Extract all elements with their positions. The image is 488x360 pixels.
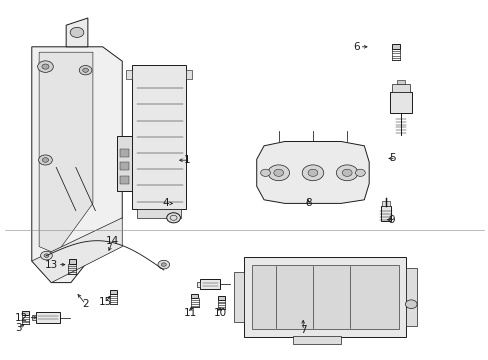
Circle shape (42, 158, 48, 162)
Circle shape (302, 165, 323, 181)
Bar (132, 65, 185, 209)
Bar (382, 201, 389, 206)
Text: 10: 10 (213, 308, 226, 318)
Bar (120, 176, 128, 184)
Bar (200, 279, 220, 289)
Circle shape (44, 254, 49, 257)
Polygon shape (32, 218, 122, 283)
Bar (251, 265, 398, 329)
Polygon shape (39, 52, 93, 254)
Polygon shape (22, 311, 29, 315)
Text: 2: 2 (82, 299, 89, 309)
Bar (196, 282, 200, 287)
Text: 1: 1 (183, 155, 190, 165)
Circle shape (273, 169, 283, 176)
Bar (292, 336, 341, 344)
Text: 13: 13 (44, 260, 58, 270)
Bar (233, 272, 244, 322)
Circle shape (161, 263, 166, 266)
Bar (405, 268, 416, 326)
Circle shape (307, 169, 317, 176)
Bar (32, 315, 36, 320)
Bar (185, 70, 191, 79)
Text: 8: 8 (304, 198, 311, 208)
Circle shape (42, 64, 49, 69)
Bar (396, 80, 404, 84)
Circle shape (267, 165, 289, 181)
Text: 9: 9 (387, 215, 394, 225)
Circle shape (355, 169, 365, 176)
Bar (117, 136, 132, 191)
Circle shape (336, 165, 357, 181)
Text: 6: 6 (352, 42, 359, 52)
Circle shape (70, 27, 84, 37)
Polygon shape (69, 259, 76, 264)
Text: 11: 11 (183, 308, 197, 318)
Polygon shape (391, 44, 399, 49)
Circle shape (158, 260, 169, 269)
Text: 14: 14 (105, 236, 119, 246)
Circle shape (41, 251, 52, 260)
Polygon shape (66, 18, 88, 47)
Bar (137, 209, 181, 218)
Circle shape (79, 66, 92, 75)
Bar (126, 70, 132, 79)
Bar (120, 149, 128, 157)
Circle shape (405, 300, 416, 309)
Circle shape (82, 68, 88, 72)
Text: 4: 4 (162, 198, 168, 208)
Bar (389, 92, 411, 113)
Text: 15: 15 (98, 297, 112, 307)
Text: 12: 12 (15, 312, 28, 323)
Polygon shape (32, 47, 122, 283)
Polygon shape (218, 296, 224, 300)
Bar (391, 84, 409, 92)
Circle shape (342, 169, 351, 176)
Polygon shape (256, 141, 368, 203)
Bar (381, 206, 390, 221)
Text: 3: 3 (15, 323, 22, 333)
Text: 7: 7 (299, 325, 306, 336)
Bar (244, 257, 405, 337)
Polygon shape (110, 290, 117, 294)
Bar (120, 162, 128, 170)
Circle shape (260, 169, 270, 176)
Circle shape (38, 61, 53, 72)
Circle shape (39, 155, 52, 165)
Bar (36, 312, 60, 323)
Text: 5: 5 (388, 153, 395, 163)
Circle shape (166, 213, 180, 223)
Polygon shape (191, 294, 198, 298)
